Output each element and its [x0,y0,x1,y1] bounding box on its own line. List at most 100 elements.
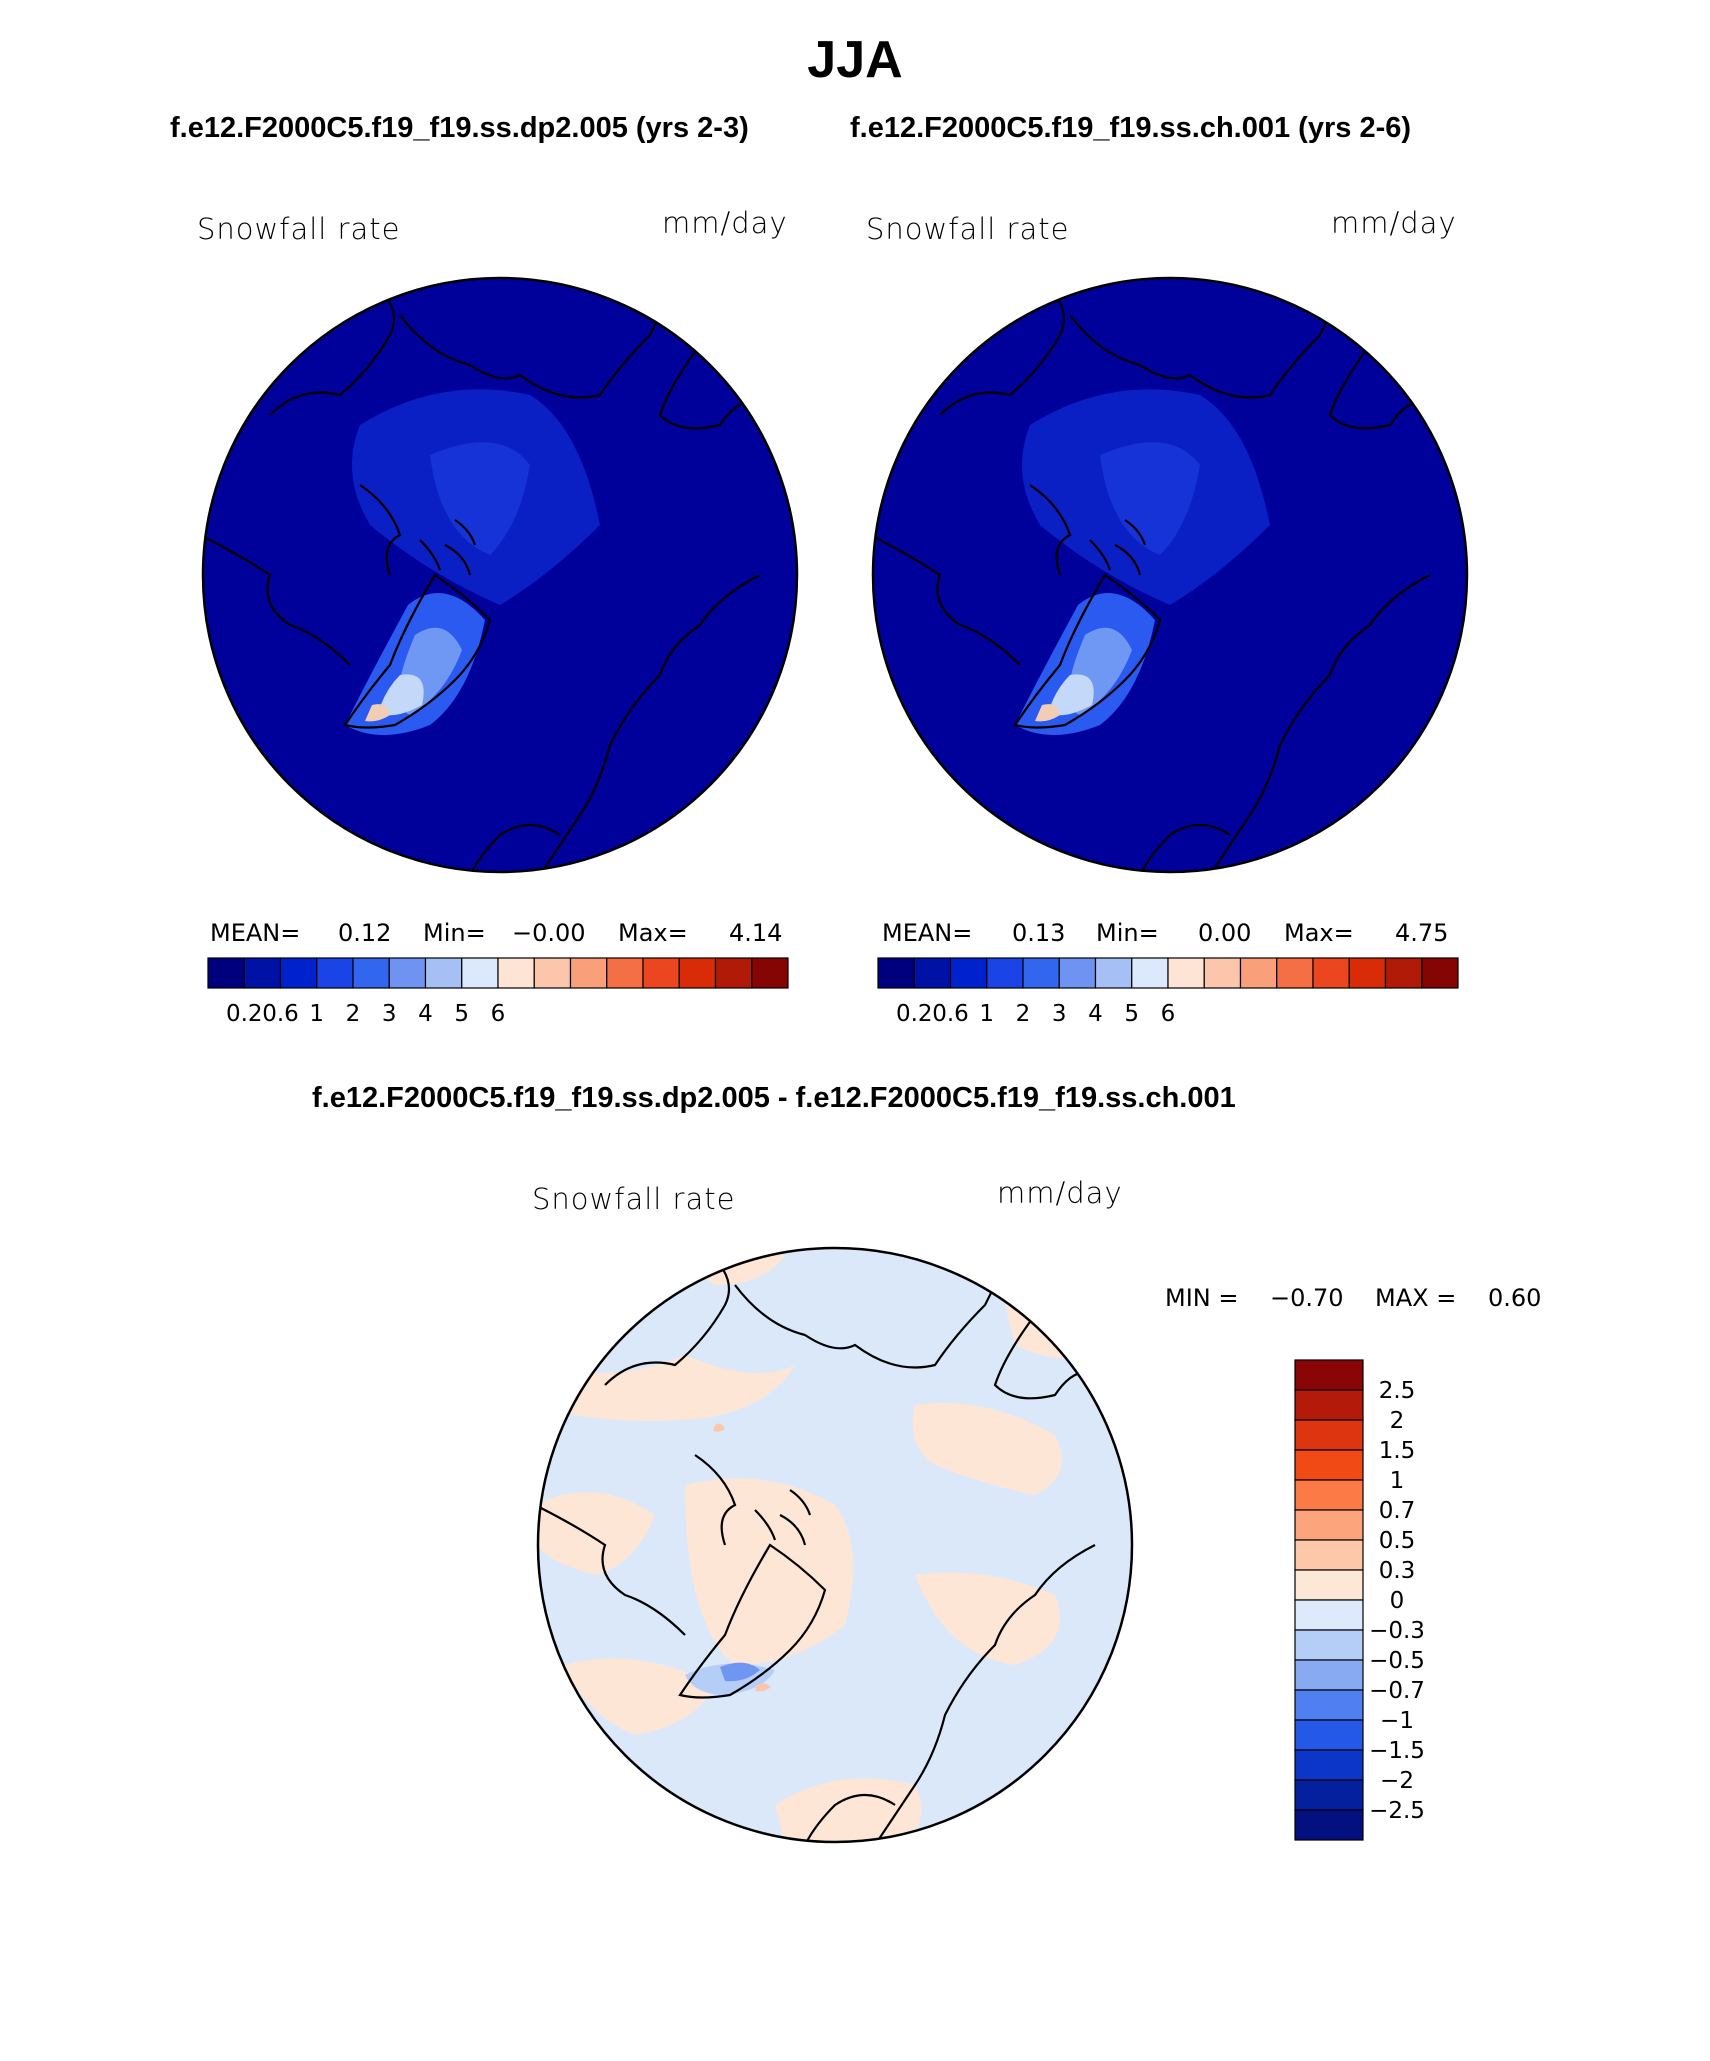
panel2-colorbar-tick-label: 0.6 [932,1001,969,1027]
panel3-colorbar-box-0 [1294,1359,1364,1391]
panel3-colorbar-tick-label: 0 [1390,1588,1405,1614]
panel3-units-label: mm/day [997,1176,1123,1210]
panel2-colorbar-box-5 [1058,957,1097,989]
panel2-map [871,276,1469,874]
panel1-colorbar-tick-label: 1 [309,1001,324,1027]
panel2-mean-value: 0.13 [1012,919,1066,947]
panel3-colorbar-box-15 [1294,1809,1364,1841]
panel2-colorbar-box-0 [877,957,915,989]
panel2-colorbar-box-10 [1239,957,1278,989]
panel2-colorbar-box-6 [1094,957,1133,989]
panel2-colorbar-box-2 [949,957,988,989]
panel2-min-label: Min= [1096,919,1159,947]
panel1-colorbar-box-7 [461,957,499,989]
panel3-colorbar-box-6 [1294,1539,1364,1571]
panel3-colorbar-tick-label: 1 [1390,1468,1405,1494]
panel3-colorbar-box-9 [1294,1629,1364,1661]
panel2-colorbar-tick-label: 0.2 [896,1001,933,1027]
panel1-colorbar-box-15 [751,957,789,989]
panel1-map [201,276,799,874]
panel2-colorbar-tick-label: 2 [1016,1001,1031,1027]
panel3-colorbar-tick-label: −2 [1380,1768,1414,1794]
panel2-colorbar-box-15 [1421,957,1459,989]
panel2-colorbar-tick-label: 4 [1088,1001,1103,1027]
panel3-min-label: MIN = [1165,1284,1239,1312]
panel1-mean-value: 0.12 [338,919,392,947]
panel3-colorbar-tick-label: −1 [1380,1708,1414,1734]
panel3-colorbar-tick-label: 0.7 [1379,1498,1416,1524]
panel3-colorbar-tick-label: −0.3 [1369,1618,1425,1644]
panel2-colorbar-box-8 [1167,957,1205,989]
panel3-colorbar-box-3 [1294,1449,1364,1481]
panel1-colorbar-box-4 [352,957,390,989]
panel3-colorbar: 2.5 2 1.5 1 0.7 0.5 0.3 0 −0.3 −0.5 −0.7 −1 −1.5 −2 −2… [1294,1359,1425,1841]
panel3-max-value: 0.60 [1488,1284,1542,1312]
panel2-colorbar-tick-label: 6 [1161,1001,1176,1027]
panel3-colorbar-box-13 [1294,1749,1364,1781]
panel3-min-value: −0.70 [1270,1284,1344,1312]
panel1-colorbar-box-8 [497,957,535,989]
panel3-max-label: MAX = [1375,1284,1457,1312]
panel1-colorbar-box-12 [642,957,680,989]
panel3-map [536,1246,1134,1844]
panel3-colorbar-box-4 [1294,1479,1364,1511]
panel2-mean-label: MEAN= [882,919,973,947]
panel3-colorbar-tick-label: −2.5 [1369,1798,1425,1824]
panel3-colorbar-box-8 [1294,1599,1364,1631]
panel1-units-label: mm/day [662,206,788,240]
panel2-colorbar-box-12 [1312,957,1350,989]
panel1-colorbar: 0.2 0.6 1 2 3 4 5 6 [207,957,789,1027]
panel1-colorbar-box-6 [424,957,463,989]
panel1-mean-label: MEAN= [210,919,301,947]
panel2-max-label: Max= [1284,919,1354,947]
panel1-colorbar-box-9 [533,957,572,989]
panel3-colorbar-tick-label: −0.5 [1369,1648,1425,1674]
panel2-colorbar-box-13 [1348,957,1387,989]
panel3-colorbar-box-10 [1294,1659,1364,1691]
panel1-max-label: Max= [618,919,688,947]
panel3-colorbar-box-1 [1294,1389,1364,1421]
panel1-max-value: 4.14 [729,919,783,947]
panel2-colorbar-box-14 [1384,957,1423,989]
panel3-colorbar-box-12 [1294,1719,1364,1751]
panel1-colorbar-tick-label: 2 [346,1001,361,1027]
panel1-min-value: −0.00 [512,919,586,947]
panel1-colorbar-tick-label: 3 [382,1001,397,1027]
panel1-colorbar-box-14 [714,957,753,989]
panel2-units-label: mm/day [1331,206,1457,240]
diff-title: f.e12.F2000C5.f19_f19.ss.dp2.005 - f.e12… [312,1082,1236,1114]
panel2-colorbar-box-4 [1022,957,1060,989]
panel3-colorbar-box-11 [1294,1689,1364,1721]
panel1-colorbar-box-0 [207,957,245,989]
case1-title: f.e12.F2000C5.f19_f19.ss.dp2.005 (yrs 2-… [170,112,749,144]
panel3-variable-label: Snowfall rate [532,1182,736,1216]
panel2-variable-label: Snowfall rate [866,212,1070,246]
panel3-colorbar-box-2 [1294,1419,1364,1451]
panel1-colorbar-box-3 [316,957,354,989]
panel3-colorbar-tick-label: 2 [1390,1408,1405,1434]
panel1-colorbar-box-5 [388,957,427,989]
panel1-colorbar-box-2 [279,957,318,989]
panel1-colorbar-box-13 [678,957,717,989]
panel2-colorbar-box-11 [1276,957,1314,989]
panel2-colorbar-box-1 [913,957,952,989]
panel2-max-value: 4.75 [1395,919,1449,947]
panel1-colorbar-box-10 [569,957,608,989]
panel2-colorbar-box-3 [986,957,1024,989]
panel1-colorbar-tick-label: 0.2 [226,1001,263,1027]
panel3-colorbar-tick-label: 0.3 [1379,1558,1416,1584]
panel1-colorbar-tick-label: 0.6 [262,1001,299,1027]
panel1-min-label: Min= [423,919,486,947]
panel1-colorbar-tick-label: 6 [491,1001,506,1027]
panel3-colorbar-tick-label: 0.5 [1379,1528,1416,1554]
panel2-colorbar-box-9 [1203,957,1242,989]
panel2-colorbar-tick-label: 1 [979,1001,994,1027]
panel3-colorbar-tick-label: 1.5 [1379,1438,1416,1464]
panel2-colorbar-tick-label: 5 [1124,1001,1139,1027]
panel2-colorbar: 0.2 0.6 1 2 3 4 5 6 [877,957,1459,1027]
figure-title: JJA [807,31,903,89]
panel1-colorbar-tick-label: 5 [454,1001,469,1027]
case2-title: f.e12.F2000C5.f19_f19.ss.ch.001 (yrs 2-6… [850,112,1412,144]
panel2-colorbar-box-7 [1131,957,1169,989]
panel2-min-value: 0.00 [1198,919,1252,947]
